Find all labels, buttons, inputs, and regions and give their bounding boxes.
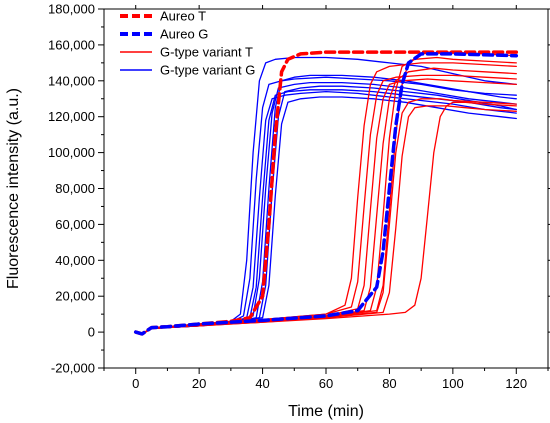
series-line	[135, 89, 517, 335]
x-tick-label: 0	[132, 376, 139, 391]
series-line	[135, 105, 517, 335]
y-tick-label: 80,000	[55, 181, 95, 196]
ticks-layer: 0 20 40 60 80 100 120 -20,000 0 20,000 40,000 60,00…	[48, 2, 550, 391]
y-tick-label: 40,000	[55, 253, 95, 268]
legend-label: G-type variant T	[160, 45, 253, 60]
series-line	[135, 96, 517, 335]
legend-label: Aureo G	[160, 27, 208, 42]
series-line	[135, 74, 517, 335]
x-axis-label: Time (min)	[288, 403, 364, 420]
series-line	[135, 51, 517, 335]
x-tick-label: 40	[255, 376, 269, 391]
series-line	[135, 67, 517, 335]
y-axis-label: Fluorescence intensity (a.u.)	[5, 88, 22, 289]
y-tick-label: 100,000	[48, 145, 95, 160]
series-layer	[133, 50, 519, 336]
legend-label: G-type variant G	[160, 63, 255, 78]
series-line	[135, 74, 517, 335]
series-line	[135, 78, 517, 335]
series-line	[135, 98, 517, 335]
y-tick-label: 160,000	[48, 37, 95, 52]
x-tick-label: 80	[382, 376, 396, 391]
series-line	[133, 52, 519, 336]
y-tick-label: 0	[88, 325, 95, 340]
x-tick-label: 60	[319, 376, 333, 391]
x-tick-label: 20	[192, 376, 206, 391]
series-line	[135, 76, 517, 335]
series-line	[133, 50, 519, 336]
y-tick-label: 60,000	[55, 217, 95, 232]
x-tick-label: 120	[505, 376, 527, 391]
y-tick-label: 180,000	[48, 2, 95, 17]
y-tick-label: 140,000	[48, 73, 95, 88]
series-line	[135, 90, 517, 335]
series-line	[135, 81, 517, 335]
y-tick-label: 120,000	[48, 109, 95, 124]
x-tick-label: 100	[442, 376, 464, 391]
series-line	[135, 101, 517, 335]
y-tick-label: -20,000	[51, 361, 95, 376]
legend: Aureo T Aureo G G-type variant T G-type var…	[120, 9, 255, 78]
series-line	[135, 62, 517, 335]
series-line	[135, 85, 517, 335]
y-tick-label: 20,000	[55, 289, 95, 304]
legend-label: Aureo T	[160, 9, 206, 24]
